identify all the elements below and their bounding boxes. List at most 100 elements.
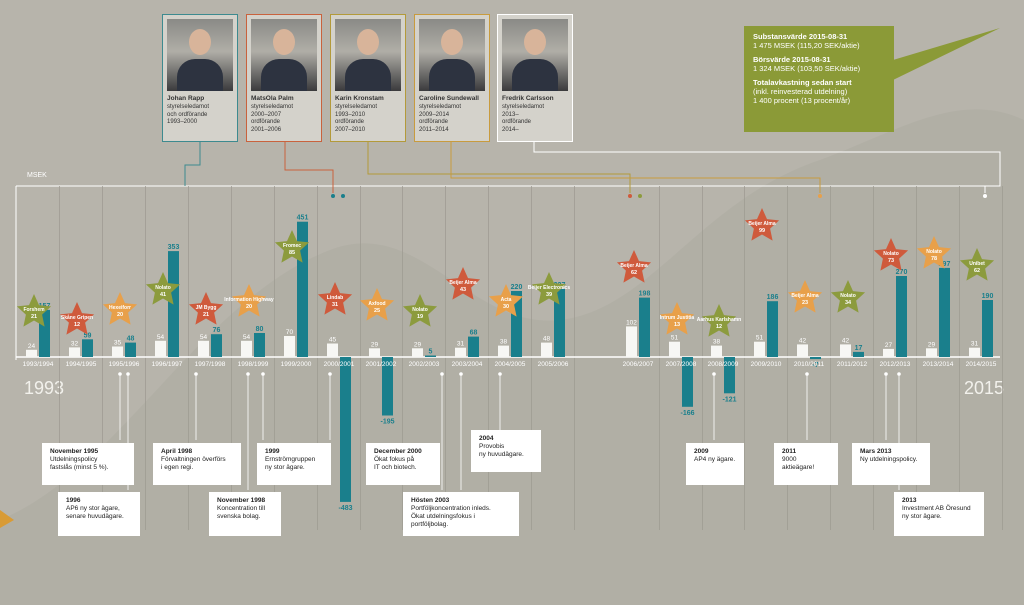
star-label: Nolato [840,293,856,299]
star-marker [701,304,737,337]
star-label: Beijer Alma [449,280,477,286]
white-bar [840,344,851,357]
teal-bar [211,334,222,357]
teal-bar-label: 68 [470,330,478,337]
person-card-5: Fredrik Carlsson styrelseledamot 2013– o… [497,14,573,142]
teal-bar [511,291,522,357]
event-text: Ny utdelningspolicy. [860,456,918,463]
star-label: Axfood [368,301,385,307]
event-box-10: 2011 9000 aktieägare! [774,443,838,485]
event-text: Förvaltningen överförs i egen regi. [161,456,226,471]
star-marker [531,272,567,305]
star-value: 21 [203,312,209,318]
event-date: November 1995 [50,448,99,455]
star-marker [402,294,438,327]
portrait-photo [167,19,233,91]
white-bar [26,349,37,357]
connector-line [184,142,201,186]
person-card-3: Karin Kronstam styrelseledamot 1993–2010… [330,14,406,142]
star-value: 13 [674,322,680,328]
event-date: 2009 [694,448,709,455]
white-bar [797,344,808,357]
teal-bar [767,301,778,357]
event-date: Mars 2013 [860,448,892,455]
portrait-photo [335,19,401,91]
white-bar [241,340,252,357]
event-text: 9000 aktieägare! [782,456,815,471]
event-date: 1999 [265,448,280,455]
teal-bar [168,251,179,357]
white-bar [969,347,980,357]
summary-title-2: Börsvärde 2015-08-31 [753,55,831,64]
star-value: 21 [31,314,37,320]
person-name: Johan Rapp [167,95,205,102]
white-bar-label: 45 [329,337,337,344]
portrait-photo [502,19,568,91]
star-value: 43 [460,287,466,293]
connector-line [367,142,631,193]
event-box-1: November 1995 Utdelningspolicy fastslås … [42,443,134,485]
event-text: AP6 ny stor ägare, senare huvudägare. [66,505,124,520]
teal-bar-label: 186 [767,294,779,301]
teal-bar [554,288,565,357]
event-date: December 2000 [374,448,422,455]
star-marker [830,280,866,313]
summary-box: Substansvärde 2015-08-31 1 475 MSEK (115… [744,26,894,132]
star-value: 20 [117,312,123,318]
event-box-3: April 1998 Förvaltningen överförs i egen… [153,443,241,485]
category-label: 2000/2001 [324,361,355,368]
white-bar [69,347,80,357]
white-bar-label: 48 [543,336,551,343]
star-marker [274,230,310,263]
event-pin-dot [459,372,463,376]
person-card-1: Johan Rapp styrelseledamot och ordförand… [162,14,238,142]
star-value: 25 [374,308,380,314]
teal-bar-label: 17 [855,345,863,352]
white-bar [155,340,166,357]
star-label: Fromec [283,243,301,249]
teal-bar [639,297,650,357]
star-value: 99 [759,228,765,234]
star-value: 20 [246,304,252,310]
teal-bar [340,357,351,502]
star-value: 12 [74,322,80,328]
category-label: 1995/1996 [109,361,140,368]
event-pin-dot [328,372,332,376]
white-bar-label: 42 [842,337,850,344]
star-value: 39 [546,292,552,298]
white-bar-label: 102 [626,319,637,326]
event-box-5: 1999 Ernströmgruppen ny stor ägare. [257,443,331,485]
event-box-9: 2009 AP4 ny ägare. [686,443,744,485]
person-name: Caroline Sundewall [419,95,479,102]
star-marker [873,238,909,271]
teal-bar-label: 270 [896,269,908,276]
event-text: Investment AB Öresund ny stor ägare. [902,505,971,520]
summary-value-3: 1 400 procent (13 procent/år) [753,96,851,105]
person-role: styrelseledamot 1993–2010 ordförande 200… [335,104,378,133]
event-pin-dot [261,372,265,376]
white-bar [669,341,680,357]
star-label: Forshem [23,307,45,313]
event-box-4: November 1998 Koncentration till svenska… [209,492,281,536]
event-pin-dot [712,372,716,376]
category-label: 2006/2007 [623,361,654,368]
star-label: Skåne Gripen [61,314,93,321]
teal-bar-label: 5 [429,349,433,356]
white-bar-label: 51 [756,335,764,342]
teal-bar-label: 220 [511,284,523,291]
connector-dot [628,194,632,198]
summary-title-1: Substansvärde 2015-08-31 [753,32,848,41]
star-label: Hexeiforr [109,305,131,311]
person-name: Fredrik Carlsson [502,95,554,102]
star-marker [231,284,267,317]
category-label: 1994/1995 [66,361,97,368]
white-bar-label: 38 [500,339,508,346]
event-pin-dot [118,372,122,376]
y-unit-label: MSEK [27,172,47,179]
star-marker [102,292,138,325]
portrait-photo [419,19,485,91]
category-label: 2009/2010 [751,361,782,368]
teal-bar-label: 76 [213,327,221,334]
summary-value-2: 1 324 MSEK (103,50 SEK/aktie) [753,64,861,73]
event-box-7: Hösten 2003 Portföljkoncentration inleds… [403,492,519,536]
